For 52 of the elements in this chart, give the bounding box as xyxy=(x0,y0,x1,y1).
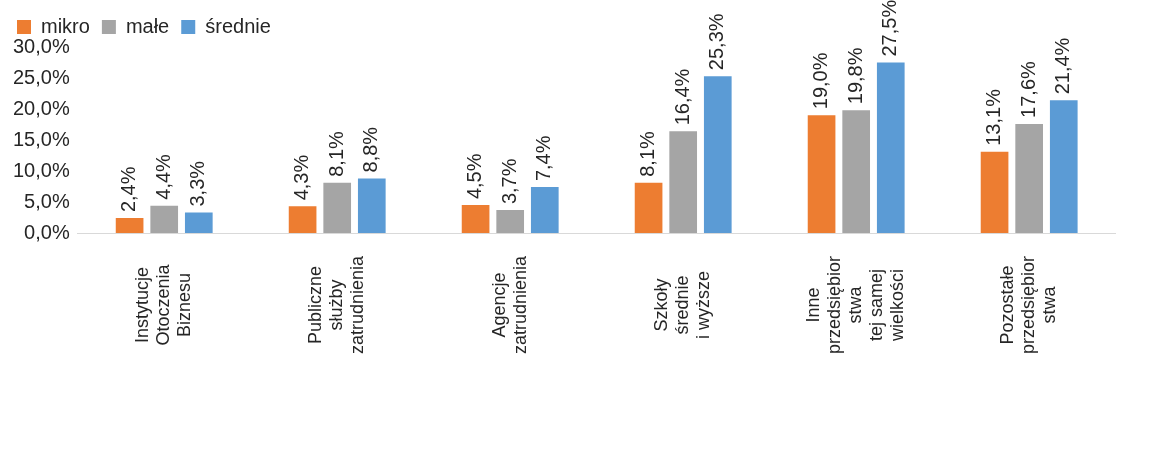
data-label: 25,3% xyxy=(705,13,728,71)
bar xyxy=(634,182,663,233)
bar xyxy=(1049,100,1078,233)
bar xyxy=(496,210,525,233)
data-label: 19,8% xyxy=(843,47,866,105)
data-label: 27,5% xyxy=(878,0,901,57)
data-label: 2,4% xyxy=(117,166,140,213)
data-label: 4,5% xyxy=(463,153,486,200)
data-label: 3,7% xyxy=(497,158,520,205)
data-label: 7,4% xyxy=(532,135,555,182)
data-label: 19,0% xyxy=(809,52,832,110)
bar xyxy=(184,212,213,233)
y-tick-label: 5,0% xyxy=(24,189,70,212)
x-tick-label: Pozostałe przedsiębior stwa xyxy=(997,255,1060,355)
data-label: 4,4% xyxy=(151,153,174,200)
bar xyxy=(288,206,317,233)
x-tick-label: Agencje zatrudnienia xyxy=(488,254,530,355)
legend-label: małe xyxy=(125,14,170,37)
bar xyxy=(807,115,836,233)
data-label: 4,3% xyxy=(290,154,313,201)
bar xyxy=(703,76,732,233)
data-label: 13,1% xyxy=(982,88,1005,146)
data-label: 17,6% xyxy=(1016,60,1039,118)
x-tick-label: Inne przedsiębior stwa tej samej wielkości xyxy=(803,255,908,355)
data-label: 21,4% xyxy=(1051,37,1074,95)
legend-label: mikro xyxy=(41,14,90,37)
data-label: 8,1% xyxy=(324,130,347,177)
x-tick-label: Publiczne służby zatrudnienia xyxy=(305,254,368,355)
bar xyxy=(357,178,386,233)
y-tick-label: 0,0% xyxy=(24,220,70,243)
bar xyxy=(842,110,871,233)
data-label: 16,4% xyxy=(670,68,693,126)
data-label: 3,3% xyxy=(186,160,209,207)
legend-label: średnie xyxy=(205,14,271,37)
bar xyxy=(461,205,490,233)
bar xyxy=(1015,123,1044,233)
bar xyxy=(323,182,352,233)
bar xyxy=(669,131,698,233)
data-label: 8,8% xyxy=(359,126,382,173)
x-tick-label: Instytucje Otoczenia Biznesu xyxy=(132,263,195,346)
y-tick-label: 25,0% xyxy=(12,65,70,88)
y-tick-label: 15,0% xyxy=(12,127,70,150)
x-tick-label: Szkoły średnie i wyższe xyxy=(651,270,714,340)
bar xyxy=(876,62,905,233)
bar xyxy=(980,151,1009,233)
bar xyxy=(115,218,144,233)
y-tick-label: 30,0% xyxy=(12,34,70,57)
y-tick-label: 20,0% xyxy=(12,96,70,119)
y-tick-label: 10,0% xyxy=(12,158,70,181)
data-label: 8,1% xyxy=(636,130,659,177)
bar xyxy=(530,187,559,233)
bar xyxy=(150,205,179,233)
